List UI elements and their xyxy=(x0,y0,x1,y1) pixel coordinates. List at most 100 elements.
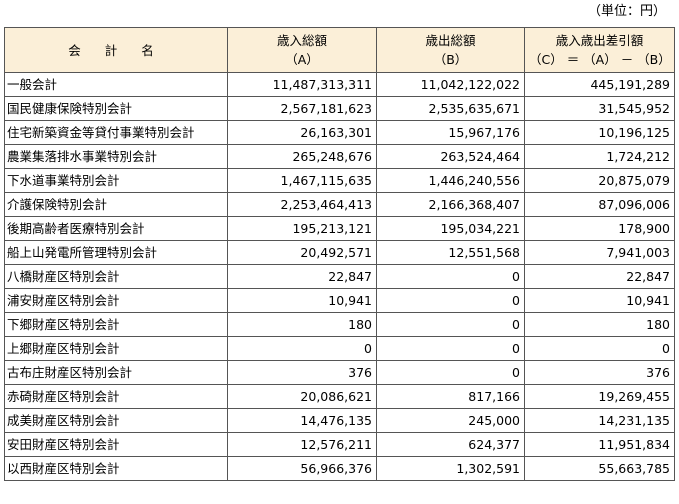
header-revenue-code: （A） xyxy=(285,52,319,67)
balance-cell: 87,096,006 xyxy=(524,192,675,217)
expenditure-total-cell: 2,535,635,671 xyxy=(376,96,525,121)
account-name-cell: 国民健康保険特別会計 xyxy=(4,96,228,121)
balance-cell: 31,545,952 xyxy=(524,96,675,121)
account-name-cell: 上郷財産区特別会計 xyxy=(4,336,228,361)
account-name-cell: 一般会計 xyxy=(4,72,228,97)
expenditure-total-cell: 624,377 xyxy=(376,432,525,457)
unit-label: （単位：円） xyxy=(587,4,666,19)
balance-cell: 376 xyxy=(524,360,675,385)
balance-cell: 178,900 xyxy=(524,216,675,241)
revenue-total-cell: 11,487,313,311 xyxy=(227,72,377,97)
account-name-cell: 赤碕財産区特別会計 xyxy=(4,384,228,409)
expenditure-total-cell: 2,166,368,407 xyxy=(376,192,525,217)
revenue-total-cell: 12,576,211 xyxy=(227,432,377,457)
table-row: 一般会計 11,487,313,311 11,042,122,022 445,191,… xyxy=(4,72,675,97)
balance-cell: 14,231,135 xyxy=(524,408,675,433)
revenue-total-cell: 2,567,181,623 xyxy=(227,96,377,121)
account-name-cell: 以西財産区特別会計 xyxy=(4,456,228,481)
header-account-name-label: 会 計 名 xyxy=(68,42,164,58)
header-expenditure-label: 歳出総額 xyxy=(425,33,476,48)
table-row: 下郷財産区特別会計 180 0 180 xyxy=(4,312,675,337)
accounts-table: 会 計 名 歳入総額 （A） 歳出総額 （B） 歳入歳出差引額 （C） ＝ （A… xyxy=(4,27,675,481)
expenditure-total-cell: 1,446,240,556 xyxy=(376,168,525,193)
table-row: 介護保険特別会計 2,253,464,413 2,166,368,407 87,096… xyxy=(4,192,675,217)
account-name-cell: 古布庄財産区特別会計 xyxy=(4,360,228,385)
table-header-row: 会 計 名 歳入総額 （A） 歳出総額 （B） 歳入歳出差引額 （C） ＝ （A… xyxy=(4,27,675,73)
balance-cell: 10,196,125 xyxy=(524,120,675,145)
table-row: 赤碕財産区特別会計 20,086,621 817,166 19,269,455 xyxy=(4,384,675,409)
account-name-cell: 下水道事業特別会計 xyxy=(4,168,228,193)
revenue-total-cell: 265,248,676 xyxy=(227,144,377,169)
expenditure-total-cell: 0 xyxy=(376,288,525,313)
revenue-total-cell: 26,163,301 xyxy=(227,120,377,145)
header-balance-formula: （C） ＝ （A） － （B） xyxy=(529,52,671,67)
expenditure-total-cell: 15,967,176 xyxy=(376,120,525,145)
balance-cell: 20,875,079 xyxy=(524,168,675,193)
balance-cell: 11,951,834 xyxy=(524,432,675,457)
balance-cell: 180 xyxy=(524,312,675,337)
expenditure-total-cell: 11,042,122,022 xyxy=(376,72,525,97)
expenditure-total-cell: 195,034,221 xyxy=(376,216,525,241)
revenue-total-cell: 1,467,115,635 xyxy=(227,168,377,193)
header-expenditure-total: 歳出総額 （B） xyxy=(376,27,525,73)
account-name-cell: 成美財産区特別会計 xyxy=(4,408,228,433)
expenditure-total-cell: 245,000 xyxy=(376,408,525,433)
expenditure-total-cell: 0 xyxy=(376,336,525,361)
expenditure-total-cell: 12,551,568 xyxy=(376,240,525,265)
expenditure-total-cell: 817,166 xyxy=(376,384,525,409)
account-name-cell: 浦安財産区特別会計 xyxy=(4,288,228,313)
revenue-total-cell: 22,847 xyxy=(227,264,377,289)
balance-cell: 445,191,289 xyxy=(524,72,675,97)
revenue-total-cell: 20,492,571 xyxy=(227,240,377,265)
revenue-total-cell: 180 xyxy=(227,312,377,337)
balance-cell: 1,724,212 xyxy=(524,144,675,169)
revenue-total-cell: 10,941 xyxy=(227,288,377,313)
revenue-total-cell: 56,966,376 xyxy=(227,456,377,481)
account-name-cell: 後期高齢者医療特別会計 xyxy=(4,216,228,241)
header-balance: 歳入歳出差引額 （C） ＝ （A） － （B） xyxy=(524,27,675,73)
account-name-cell: 介護保険特別会計 xyxy=(4,192,228,217)
expenditure-total-cell: 0 xyxy=(376,312,525,337)
balance-cell: 7,941,003 xyxy=(524,240,675,265)
table-row: 以西財産区特別会計 56,966,376 1,302,591 55,663,785 xyxy=(4,456,675,481)
balance-cell: 19,269,455 xyxy=(524,384,675,409)
revenue-total-cell: 14,476,135 xyxy=(227,408,377,433)
table-row: 船上山発電所管理特別会計 20,492,571 12,551,568 7,941,00… xyxy=(4,240,675,265)
account-name-cell: 安田財産区特別会計 xyxy=(4,432,228,457)
balance-cell: 0 xyxy=(524,336,675,361)
account-name-cell: 農業集落排水事業特別会計 xyxy=(4,144,228,169)
table-row: 下水道事業特別会計 1,467,115,635 1,446,240,556 20,87… xyxy=(4,168,675,193)
revenue-total-cell: 20,086,621 xyxy=(227,384,377,409)
revenue-total-cell: 376 xyxy=(227,360,377,385)
table-row: 八橋財産区特別会計 22,847 0 22,847 xyxy=(4,264,675,289)
header-revenue-label: 歳入総額 xyxy=(276,33,327,48)
table-row: 成美財産区特別会計 14,476,135 245,000 14,231,135 xyxy=(4,408,675,433)
balance-cell: 22,847 xyxy=(524,264,675,289)
expenditure-total-cell: 1,302,591 xyxy=(376,456,525,481)
header-account-name: 会 計 名 xyxy=(4,27,228,73)
table-row: 国民健康保険特別会計 2,567,181,623 2,535,635,671 31,5… xyxy=(4,96,675,121)
revenue-total-cell: 0 xyxy=(227,336,377,361)
table-row: 上郷財産区特別会計 0 0 0 xyxy=(4,336,675,361)
header-balance-label: 歳入歳出差引額 xyxy=(555,33,644,48)
balance-cell: 10,941 xyxy=(524,288,675,313)
balance-cell: 55,663,785 xyxy=(524,456,675,481)
table-row: 安田財産区特別会計 12,576,211 624,377 11,951,834 xyxy=(4,432,675,457)
table-row: 古布庄財産区特別会計 376 0 376 xyxy=(4,360,675,385)
table-row: 住宅新築資金等貸付事業特別会計 26,163,301 15,967,176 10,19… xyxy=(4,120,675,145)
expenditure-total-cell: 263,524,464 xyxy=(376,144,525,169)
revenue-total-cell: 195,213,121 xyxy=(227,216,377,241)
account-name-cell: 住宅新築資金等貸付事業特別会計 xyxy=(4,120,228,145)
expenditure-total-cell: 0 xyxy=(376,360,525,385)
table-row: 浦安財産区特別会計 10,941 0 10,941 xyxy=(4,288,675,313)
revenue-total-cell: 2,253,464,413 xyxy=(227,192,377,217)
account-name-cell: 下郷財産区特別会計 xyxy=(4,312,228,337)
header-revenue-total: 歳入総額 （A） xyxy=(227,27,377,73)
table-row: 後期高齢者医療特別会計 195,213,121 195,034,221 178,900 xyxy=(4,216,675,241)
account-name-cell: 八橋財産区特別会計 xyxy=(4,264,228,289)
table-body: 一般会計 11,487,313,311 11,042,122,022 445,191,… xyxy=(4,72,675,481)
expenditure-total-cell: 0 xyxy=(376,264,525,289)
header-expenditure-code: （B） xyxy=(433,52,468,67)
account-name-cell: 船上山発電所管理特別会計 xyxy=(4,240,228,265)
table-row: 農業集落排水事業特別会計 265,248,676 263,524,464 1,724,… xyxy=(4,144,675,169)
